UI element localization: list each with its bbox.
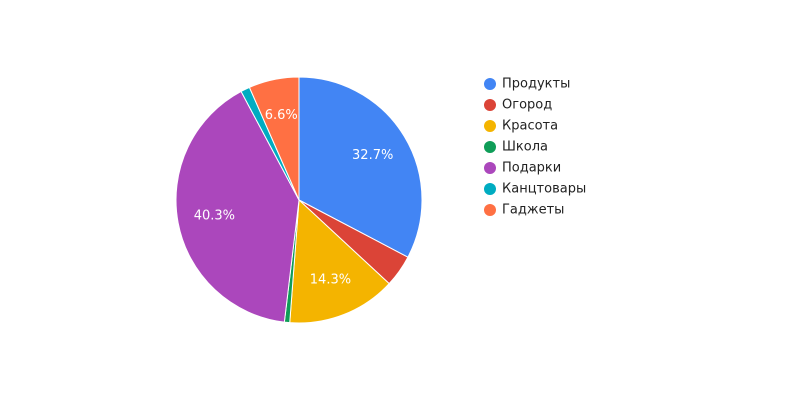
pie-slice-labels: 32.7% 14.3% 40.3% 6.6% <box>194 108 394 287</box>
legend-item[interactable]: Красота <box>484 119 558 134</box>
legend-item[interactable]: Гаджеты <box>484 203 564 218</box>
slice-data-label: 32.7% <box>352 148 393 163</box>
legend-swatch <box>484 99 496 111</box>
pie-slices <box>175 76 423 324</box>
pie-slice-1[interactable] <box>298 76 423 258</box>
legend-label: Красота <box>502 119 558 134</box>
legend-item[interactable]: Продукты <box>484 77 570 92</box>
slice-data-label: 14.3% <box>310 273 351 288</box>
legend-label: Канцтовары <box>502 182 586 197</box>
legend-label: Продукты <box>502 77 570 92</box>
legend-swatch <box>484 141 496 153</box>
legend-label: Школа <box>502 140 548 155</box>
legend: Продукты Огород Красота Школа Подарки Канцтов… <box>484 77 586 218</box>
pie-slice-5[interactable] <box>175 90 300 323</box>
legend-item[interactable]: Подарки <box>484 161 561 176</box>
legend-label: Гаджеты <box>502 203 564 218</box>
legend-item[interactable]: Канцтовары <box>484 182 586 197</box>
legend-swatch <box>484 120 496 132</box>
slice-data-label: 6.6% <box>265 108 298 123</box>
pie-slice-7[interactable] <box>248 76 300 201</box>
legend-swatch <box>484 162 496 174</box>
legend-item[interactable]: Огород <box>484 98 552 113</box>
pie-slice-3[interactable] <box>289 198 390 324</box>
legend-swatch <box>484 204 496 216</box>
legend-item[interactable]: Школа <box>484 140 548 155</box>
slice-data-label: 40.3% <box>194 208 235 223</box>
legend-label: Подарки <box>502 161 561 176</box>
legend-swatch <box>484 78 496 90</box>
legend-swatch <box>484 183 496 195</box>
legend-label: Огород <box>502 98 552 113</box>
